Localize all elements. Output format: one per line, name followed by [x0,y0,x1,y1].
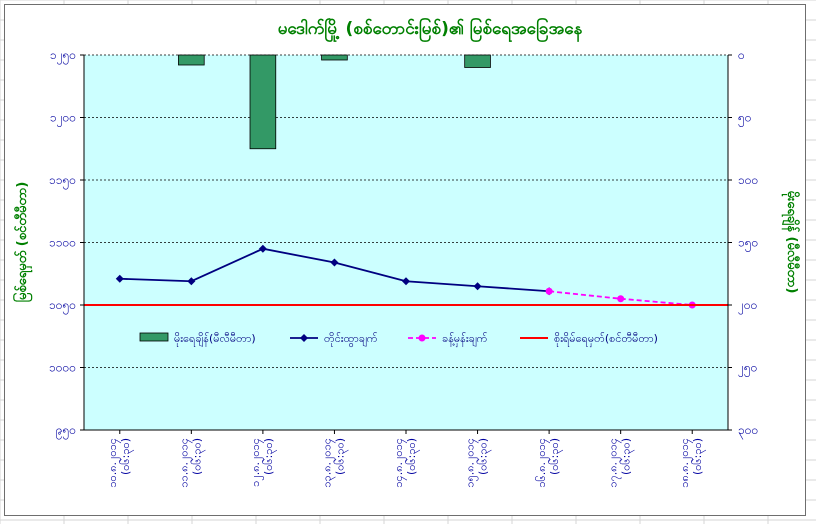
left-tick-label: ၁၁၅၀ [49,173,76,190]
left-tick-label: ၁၀၅၀ [49,298,76,315]
x-tick-label: (၀၆:၃၀) [190,438,205,475]
forecast-point [617,295,625,303]
rainfall-bar [321,54,348,61]
right-tick-label: ၁၅၀ [738,236,758,253]
left-tick-label: ၁၁၀၀ [49,236,76,250]
x-tick-label: (၀၆:၃၀) [119,438,134,475]
chart-title: မဒေါက်မြို့ (စစ်တောင်းမြစ်)၏ မြစ်ရေအခြေအ… [278,16,583,43]
x-tick-label: ၁၈.၈.၂၀၁၄ [678,438,693,488]
x-tick-label: ၁၂.၈.၂၀၁၄ [249,438,264,487]
x-tick-label: (၀၆:၃၀) [691,438,706,475]
x-tick-label: ၁၁.၈.၂၀၁၄ [177,438,192,488]
left-tick-label: ၉၅၀ [56,423,76,440]
rainfall-bar [249,54,277,150]
forecast-point [545,287,553,295]
observed-point [402,277,410,286]
x-tick-label: ၁၅.၈.၂၀၁၄ [464,438,479,488]
x-tick-label: (၀၆:၃၀) [333,438,348,475]
left-tick-label: ၁၂၅၀ [50,48,76,65]
observed-point [258,244,267,253]
right-tick-label: ၁၀၀ [738,173,758,187]
left-axis-title: မြစ်ရေမှတ် (စင်တီမီတာ) [12,182,33,303]
x-tick-label: ၁၇.၈.၂၀၁၄ [607,438,622,488]
legend-marker-observed [300,334,308,342]
x-tick-label: (၀၆:၃၀) [620,438,635,475]
x-tick-label: ၁၀.၈.၂၀၁၄ [106,438,121,488]
rainfall-bar [464,54,491,68]
observed-point [187,277,196,286]
observed-point [330,258,339,267]
rainfall-bar [178,54,205,66]
right-axis-title: မိုးရေချိန် (မီလီမီတာ) [781,191,801,294]
right-tick-label: ၃၀၀ [738,423,758,440]
legend-label: ခန့်မှန်းချက် [442,332,488,347]
legend-marker-forecast [418,334,426,342]
legend-label: တိုင်းထွာချက် [324,332,378,347]
x-tick-label: ၁၃.၈.၂၀၁၄ [320,438,335,488]
left-tick-label: ၁၀၀၀ [49,361,76,375]
right-tick-label: ၀ [738,48,745,62]
legend-label: စိုးရိမ်ရေမှတ်(စင်တီမီတာ) [554,332,658,347]
right-tick-label: ၅၀ [738,111,752,128]
x-tick-label: (၀၆:၃၀) [548,438,563,475]
x-tick-label: (၀၆:၃၀) [477,438,492,475]
left-tick-label: ၁၂၀၀ [50,111,76,128]
right-tick-label: ၂၀၀ [738,298,757,315]
x-tick-label: ၁၆.၈.၂၀၁၄ [535,438,550,488]
x-tick-label: (၀၆:၃၀) [405,438,420,475]
legend-label: မိုးရေချိန်(မီလီမီတာ) [174,332,256,347]
x-tick-label: ၁၄.၈.၂၀၁၄ [392,438,407,488]
observed-point [473,282,482,291]
observed-point [115,274,124,283]
right-tick-label: ၂၅၀ [738,361,757,378]
legend-swatch-rainfall [139,332,169,342]
x-tick-label: (၀၆:၃၀) [262,438,277,475]
